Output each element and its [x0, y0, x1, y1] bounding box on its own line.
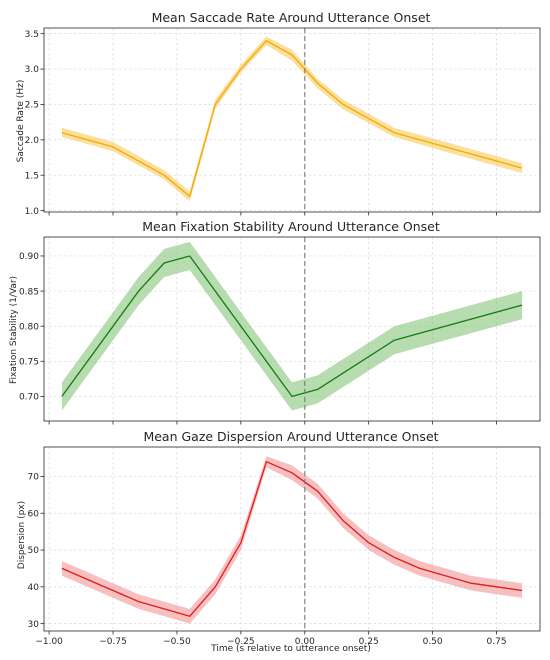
x-tick-label: −0.50: [163, 637, 191, 647]
y-tick-label: 1.0: [25, 207, 40, 217]
panel-saccade-rate: Mean Saccade Rate Around Utterance Onset…: [16, 10, 541, 217]
y-axis-label: Dispersion (px): [17, 501, 27, 569]
x-tick-label: −1.00: [35, 637, 63, 647]
x-tick-label: 0.50: [423, 637, 443, 647]
y-tick-label: 0.75: [19, 358, 39, 368]
y-tick-label: 0.85: [19, 287, 39, 297]
y-tick-label: 40: [28, 583, 40, 593]
y-axis-label: Fixation Stability (1/Var): [9, 276, 19, 384]
plot-frame: [43, 236, 541, 422]
y-tick-label: 60: [28, 509, 40, 519]
mean-line: [61, 461, 523, 617]
y-tick-label: 3.0: [25, 65, 40, 75]
y-tick-label: 50: [28, 546, 40, 556]
x-tick-label: −0.75: [99, 637, 127, 647]
y-tick-label: 3.5: [25, 30, 39, 40]
y-tick-label: 30: [28, 620, 40, 630]
x-tick-label: 0.25: [359, 637, 379, 647]
confidence-band: [61, 36, 523, 202]
x-tick-label: −0.25: [227, 637, 255, 647]
plot-frame: [43, 446, 541, 632]
chart-title: Mean Saccade Rate Around Utterance Onset: [152, 10, 431, 25]
y-tick-label: 0.80: [19, 322, 39, 332]
y-tick-label: 70: [28, 473, 40, 483]
mean-line: [61, 255, 523, 398]
panel-gaze-dispersion: Mean Gaze Dispersion Around Utterance On…: [17, 429, 541, 654]
panel-fixation-stability: Mean Fixation Stability Around Utterance…: [9, 219, 541, 425]
x-tick-label: 0.75: [487, 637, 507, 647]
y-tick-label: 1.5: [25, 171, 39, 181]
y-tick-label: 0.70: [19, 393, 39, 403]
x-tick-label: 0.00: [295, 637, 315, 647]
y-axis-label: Saccade Rate (Hz): [16, 80, 26, 163]
mean-line: [61, 40, 523, 198]
plot-frame: [43, 27, 541, 213]
y-tick-label: 2.5: [25, 101, 39, 111]
chart-title: Mean Gaze Dispersion Around Utterance On…: [143, 429, 438, 444]
x-axis-label: Time (s relative to utterance onset): [210, 644, 371, 654]
y-tick-label: 0.90: [19, 252, 39, 262]
confidence-band: [61, 241, 523, 411]
chart-title: Mean Fixation Stability Around Utterance…: [142, 219, 440, 234]
y-tick-label: 2.0: [25, 136, 40, 146]
